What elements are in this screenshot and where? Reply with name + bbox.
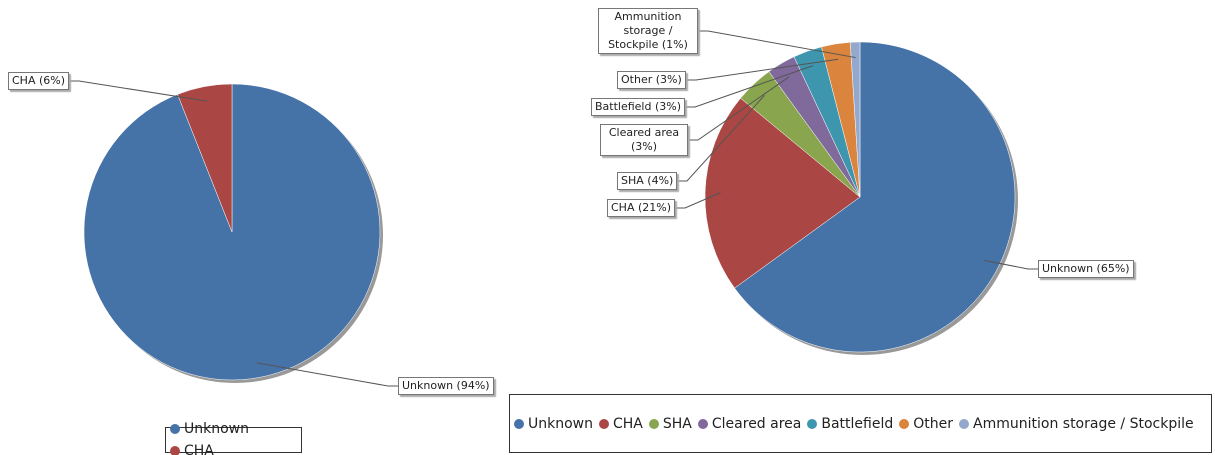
leader-line <box>686 58 839 81</box>
legend-item: Ammunition storage / Stockpile <box>959 413 1194 435</box>
legend-item: Unknown <box>514 413 593 435</box>
legend-marker <box>170 424 180 434</box>
legend: Unknown CHA <box>165 421 302 455</box>
data-label: Cleared area (3%) <box>600 124 688 156</box>
leader-line <box>698 30 856 59</box>
legend-item: Other <box>899 413 953 435</box>
legend: Unknown CHA SHA Cleared area Battlefield Othe… <box>509 394 1212 453</box>
leader-line <box>688 76 790 141</box>
legend-item: CHA <box>599 413 643 435</box>
legend-marker <box>959 418 970 429</box>
leader-line <box>69 80 208 102</box>
pie-slice <box>734 41 1016 353</box>
leader-line <box>685 65 813 108</box>
legend-marker <box>648 418 659 429</box>
legend-label: Ammunition storage / Stockpile <box>973 415 1194 432</box>
legend-label: Unknown <box>184 421 249 437</box>
legend-label: SHA <box>662 415 692 432</box>
legend-item: Battlefield <box>807 413 893 435</box>
legend-marker <box>807 418 818 429</box>
leader-line <box>256 362 398 387</box>
data-label: CHA (21%) <box>607 199 676 217</box>
data-label: Battlefield (3%) <box>591 98 686 116</box>
legend-label: Battlefield <box>821 415 894 432</box>
legend-marker <box>599 418 609 429</box>
pie-slice <box>850 41 861 198</box>
legend-marker <box>899 418 910 429</box>
legend-label: CHA <box>613 415 643 432</box>
data-label: Unknown (65%) <box>1038 260 1134 278</box>
legend-item: Unknown <box>170 418 249 440</box>
leader-line <box>675 192 721 209</box>
legend-label: Unknown <box>528 415 593 432</box>
legend-marker <box>514 418 524 429</box>
pie-slice <box>704 97 861 289</box>
data-label: Unknown (94%) <box>398 377 494 395</box>
legend-marker <box>170 446 180 455</box>
legend-item: SHA <box>648 413 692 435</box>
legend-marker <box>697 418 708 429</box>
legend-label: Other <box>913 415 954 432</box>
data-label: Other (3%) <box>617 71 686 89</box>
data-label: Ammunition storage / Stockpile (1%) <box>598 8 698 54</box>
legend-item: CHA <box>170 440 214 455</box>
legend-label: Cleared area <box>711 415 802 432</box>
legend-item: Cleared area <box>697 413 802 435</box>
leader-line <box>677 94 765 182</box>
pie-slice <box>177 83 233 233</box>
data-label: CHA (6%) <box>8 72 70 90</box>
data-label: SHA (4%) <box>617 172 678 190</box>
leader-line <box>984 259 1038 270</box>
legend-label: CHA <box>184 443 214 455</box>
